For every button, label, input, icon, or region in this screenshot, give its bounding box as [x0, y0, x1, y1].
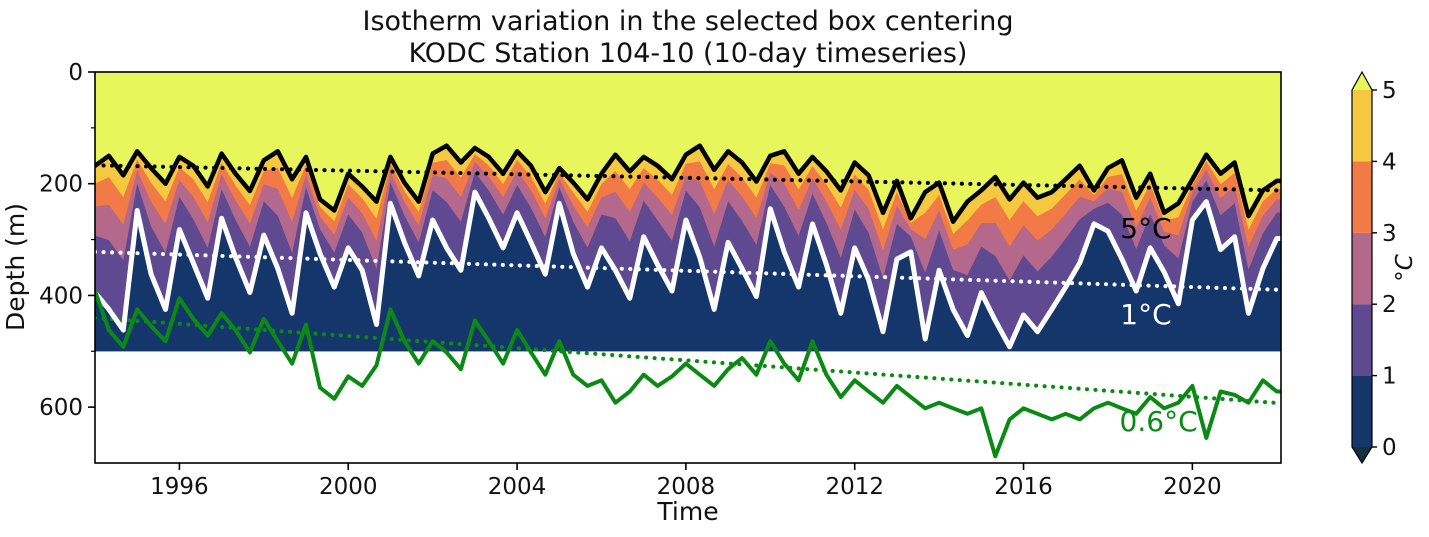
colorbar-segment — [1352, 232, 1372, 305]
x-tick-label: 1996 — [150, 474, 209, 500]
trend-iso06 — [95, 315, 1281, 406]
trend-iso1 — [95, 249, 1281, 292]
y-tick-label: 200 — [39, 172, 83, 198]
x-tick-label: 2020 — [1163, 474, 1222, 500]
chart-title-line1: Isotherm variation in the selected box c… — [363, 6, 1014, 37]
x-tick-label: 2012 — [825, 474, 884, 500]
colorbar: 0 1 2 3 4 5 — [1351, 70, 1397, 465]
y-axis-label: Depth (m) — [1, 203, 30, 331]
colorbar-tick-label: 5 — [1382, 78, 1397, 104]
x-tick-label: 2004 — [488, 474, 547, 500]
chart-title-line2: KODC Station 104-10 (10-day timeseries) — [409, 38, 968, 69]
colorbar-tick-label: 4 — [1382, 149, 1397, 175]
isotherm-lines — [95, 143, 1281, 459]
iso06-line — [95, 289, 1281, 459]
colorbar-segment — [1352, 375, 1372, 447]
colorbar-segment — [1352, 304, 1372, 376]
plot-border — [94, 71, 1282, 464]
x-tick-label: 2016 — [994, 474, 1053, 500]
colorbar-tick-label: 3 — [1382, 221, 1397, 247]
isotherm-label-0.6C: 0.6°C — [1120, 405, 1198, 438]
iso1-line — [95, 189, 1281, 350]
colorbar-unit-label: °C — [1392, 254, 1418, 282]
y-tick-label: 600 — [39, 395, 83, 421]
colorbar-under-arrow — [1352, 447, 1372, 463]
x-tick-label: 2008 — [657, 474, 716, 500]
colorbar-segment — [1352, 90, 1372, 162]
iso5-line — [95, 143, 1281, 224]
x-axis-label: Time — [656, 497, 718, 526]
colorbar-over-arrow — [1352, 72, 1372, 90]
isotherm-label-1C: 1°C — [1120, 298, 1171, 331]
colorbar-tick-label: 1 — [1382, 364, 1397, 390]
trend-iso5 — [95, 163, 1281, 193]
contour-bands — [95, 72, 1281, 352]
colorbar-segment — [1352, 161, 1372, 233]
y-tick-label: 0 — [68, 60, 83, 86]
y-tick-label: 400 — [39, 283, 83, 309]
trend-lines — [95, 163, 1281, 406]
axes: 1996 2000 2004 2008 2012 2016 2020 0 200 400 600 — [39, 60, 1282, 500]
isotherm-labels: 5°C 1°C 0.6°C — [1120, 212, 1198, 438]
colorbar-tick-label: 2 — [1382, 292, 1397, 318]
colorbar-tick-label: 0 — [1382, 435, 1397, 461]
isotherm-label-5C: 5°C — [1120, 212, 1171, 245]
x-tick-label: 2000 — [319, 474, 378, 500]
